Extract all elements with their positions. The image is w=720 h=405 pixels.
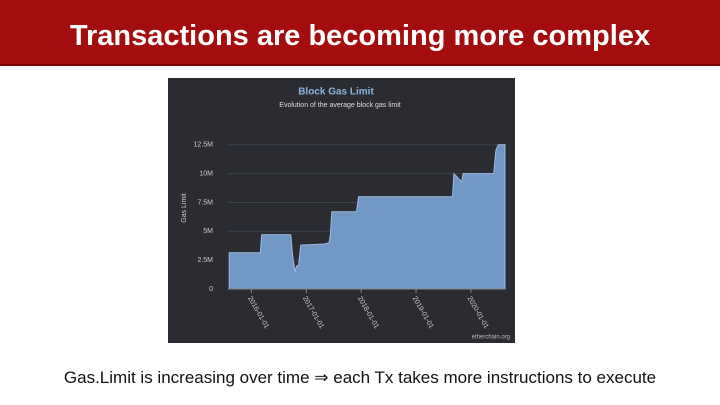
chart: Block Gas Limit Evolution of the average…: [168, 78, 515, 343]
chart-title: Block Gas Limit: [298, 87, 374, 98]
y-tick-label: 7.5M: [197, 199, 213, 206]
y-axis-label: Gas Limit: [181, 193, 188, 223]
slide-title: Transactions are becoming more complex: [0, 0, 720, 66]
caption: Gas.Limit is increasing over time ⇒ each…: [63, 368, 657, 387]
y-tick-label: 12.5M: [194, 142, 214, 149]
y-tick-label: 2.5M: [197, 257, 213, 264]
y-tick-label: 10M: [199, 170, 213, 177]
chart-subtitle: Evolution of the average block gas limit: [279, 102, 400, 109]
y-tick-label: 5M: [203, 228, 213, 235]
area: [228, 144, 506, 290]
y-tick-label: 0: [209, 286, 213, 293]
credit: etherchain.org: [472, 335, 510, 341]
